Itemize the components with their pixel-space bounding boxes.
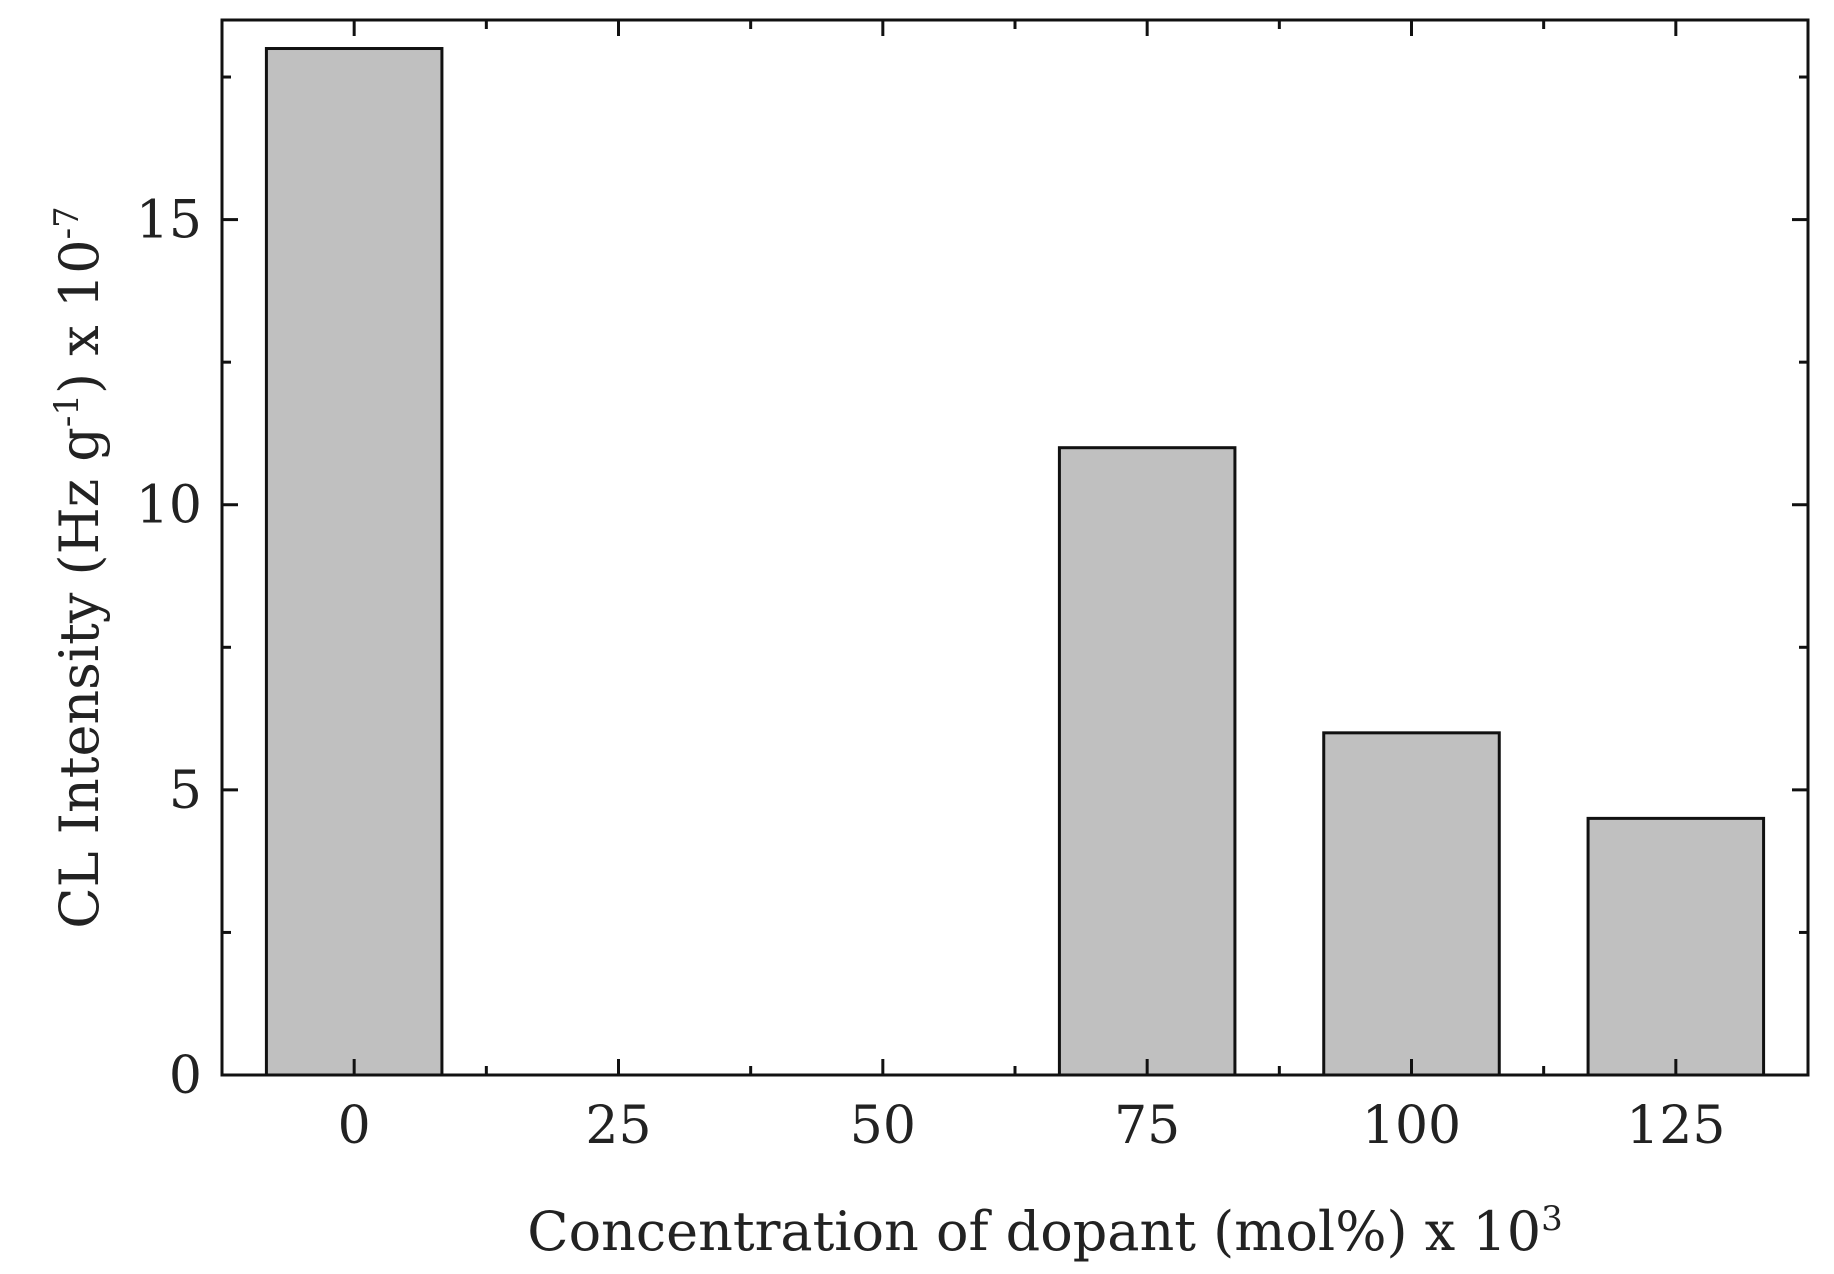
bars-group [264, 47, 1766, 1077]
x-tick-label-100: 100 [1362, 1096, 1461, 1156]
y-tick-label-10: 10 [136, 476, 202, 536]
y-tick-label-5: 5 [169, 761, 202, 821]
bar-100 [1322, 731, 1501, 1077]
bar-75 [1057, 446, 1237, 1077]
y-axis-title-sup1: -1 [47, 394, 87, 427]
y-axis-title-main: CL Intensity (Hz g [48, 427, 111, 929]
x-axis-title-main: Concentration of dopant (mol%) x 10 [527, 1200, 1541, 1263]
x-tick-label-75: 75 [1114, 1096, 1180, 1156]
y-axis-title: CL Intensity (Hz g-1) x 10-7 [47, 206, 111, 928]
plot-frame [220, 18, 1810, 1077]
x-axis-title: Concentration of dopant (mol%) x 103 [527, 1199, 1562, 1263]
x-axis-title-sup: 3 [1541, 1199, 1563, 1239]
y-axis-title-sup2: -7 [47, 206, 87, 239]
x-tick-label-50: 50 [850, 1096, 916, 1156]
ticks-group: 0 25 50 75 100 125 0 5 10 15 [136, 20, 1808, 1156]
y-axis-title-mid: ) x 10 [48, 239, 111, 394]
bar-125 [1586, 816, 1766, 1077]
y-tick-label-0: 0 [169, 1046, 202, 1106]
x-tick-label-125: 125 [1626, 1096, 1725, 1156]
x-tick-label-25: 25 [585, 1096, 651, 1156]
x-tick-label-0: 0 [338, 1096, 371, 1156]
y-tick-label-15: 15 [136, 191, 202, 251]
bar-0 [264, 47, 444, 1077]
